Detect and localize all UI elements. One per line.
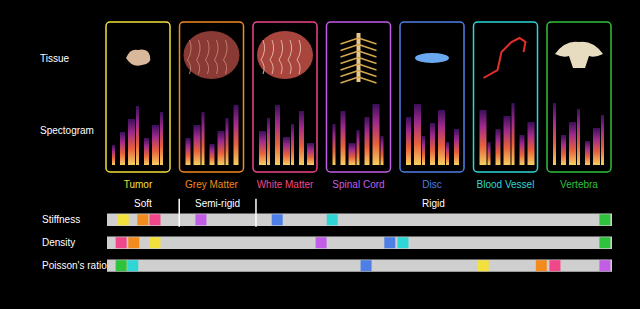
- svg-text:Tumor: Tumor: [124, 179, 153, 190]
- svg-text:Disc: Disc: [422, 179, 441, 190]
- svg-text:Blood Vessel: Blood Vessel: [477, 179, 535, 190]
- svg-text:Grey Matter: Grey Matter: [185, 179, 238, 190]
- svg-text:Rigid: Rigid: [422, 198, 445, 209]
- svg-text:Poisson's ratio: Poisson's ratio: [42, 260, 107, 271]
- svg-text:Density: Density: [42, 237, 75, 248]
- svg-text:Vertebra: Vertebra: [560, 179, 598, 190]
- svg-text:White Matter: White Matter: [257, 179, 314, 190]
- svg-text:Tissue: Tissue: [40, 53, 70, 64]
- svg-text:Stiffness: Stiffness: [42, 214, 80, 225]
- svg-text:Spinal Cord: Spinal Cord: [332, 179, 384, 190]
- svg-text:Soft: Soft: [134, 198, 152, 209]
- svg-text:Spectogram: Spectogram: [40, 125, 94, 136]
- svg-text:Semi-rigid: Semi-rigid: [195, 198, 240, 209]
